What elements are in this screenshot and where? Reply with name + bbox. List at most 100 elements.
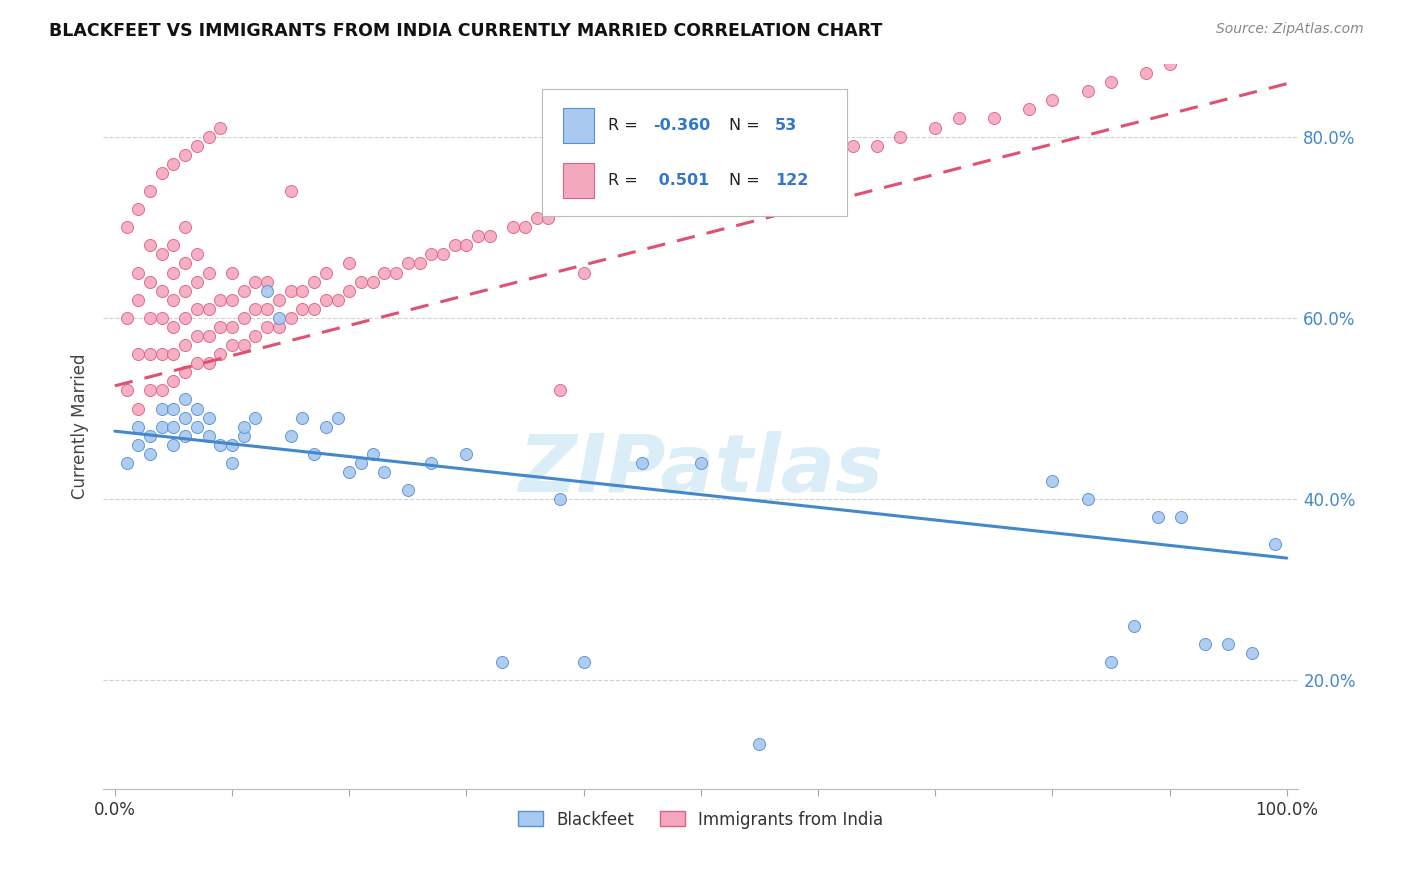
Point [315,419,337,434]
Point [186,329,208,343]
Point [572,266,595,280]
Point [162,238,184,252]
Point [150,419,173,434]
Point [326,293,349,307]
Point [948,112,970,126]
Point [748,737,770,751]
Point [127,419,149,434]
Point [197,428,219,442]
Point [337,284,360,298]
Point [174,220,197,235]
Point [1218,38,1240,53]
Point [174,338,197,352]
Text: R =: R = [607,173,643,188]
Point [150,401,173,416]
Point [197,301,219,316]
Point [150,247,173,261]
Text: 53: 53 [775,118,797,133]
Legend: Blackfeet, Immigrants from India: Blackfeet, Immigrants from India [512,804,890,835]
Point [221,338,243,352]
Point [337,256,360,270]
Point [1170,510,1192,524]
Point [396,256,419,270]
Point [162,401,184,416]
Point [150,166,173,180]
Bar [564,163,595,198]
Point [221,293,243,307]
FancyBboxPatch shape [541,89,846,217]
Text: 122: 122 [775,173,808,188]
Point [1159,57,1181,71]
Point [197,266,219,280]
Point [689,175,711,189]
Point [174,310,197,325]
Point [1218,637,1240,651]
Point [396,483,419,497]
Point [162,266,184,280]
Point [1264,537,1286,551]
Point [291,284,314,298]
Point [232,419,254,434]
Point [139,447,162,461]
Point [256,275,278,289]
Point [209,293,232,307]
Point [267,320,290,334]
Point [315,266,337,280]
Point [478,229,501,244]
Point [162,293,184,307]
Point [139,428,162,442]
Point [1099,656,1122,670]
Point [186,401,208,416]
Point [150,310,173,325]
Point [139,347,162,361]
Point [115,310,138,325]
Point [221,438,243,452]
Point [174,410,197,425]
Point [245,275,267,289]
Point [162,320,184,334]
Point [1194,637,1216,651]
Point [361,275,384,289]
Text: N =: N = [730,118,765,133]
Text: -0.360: -0.360 [652,118,710,133]
Point [280,428,302,442]
Point [561,202,583,216]
Point [139,310,162,325]
Point [502,220,524,235]
Point [666,175,689,189]
Point [174,392,197,407]
Point [1182,48,1205,62]
Point [186,275,208,289]
Point [1099,75,1122,89]
Point [150,384,173,398]
Point [115,384,138,398]
Point [373,266,395,280]
Point [526,211,548,226]
Point [280,284,302,298]
Point [139,384,162,398]
Point [302,301,325,316]
Point [1264,21,1286,35]
Point [583,202,606,216]
Point [197,129,219,144]
Point [385,266,408,280]
Point [865,138,887,153]
Point [350,456,373,470]
Point [221,266,243,280]
Point [1077,84,1099,98]
Point [420,247,443,261]
Point [924,120,946,135]
Point [209,120,232,135]
Point [807,147,830,161]
Point [361,447,384,461]
Point [256,301,278,316]
Point [150,347,173,361]
Point [174,428,197,442]
Point [408,256,430,270]
Point [537,211,560,226]
Point [232,428,254,442]
Point [291,410,314,425]
Point [1077,492,1099,507]
Point [197,356,219,370]
Point [245,301,267,316]
